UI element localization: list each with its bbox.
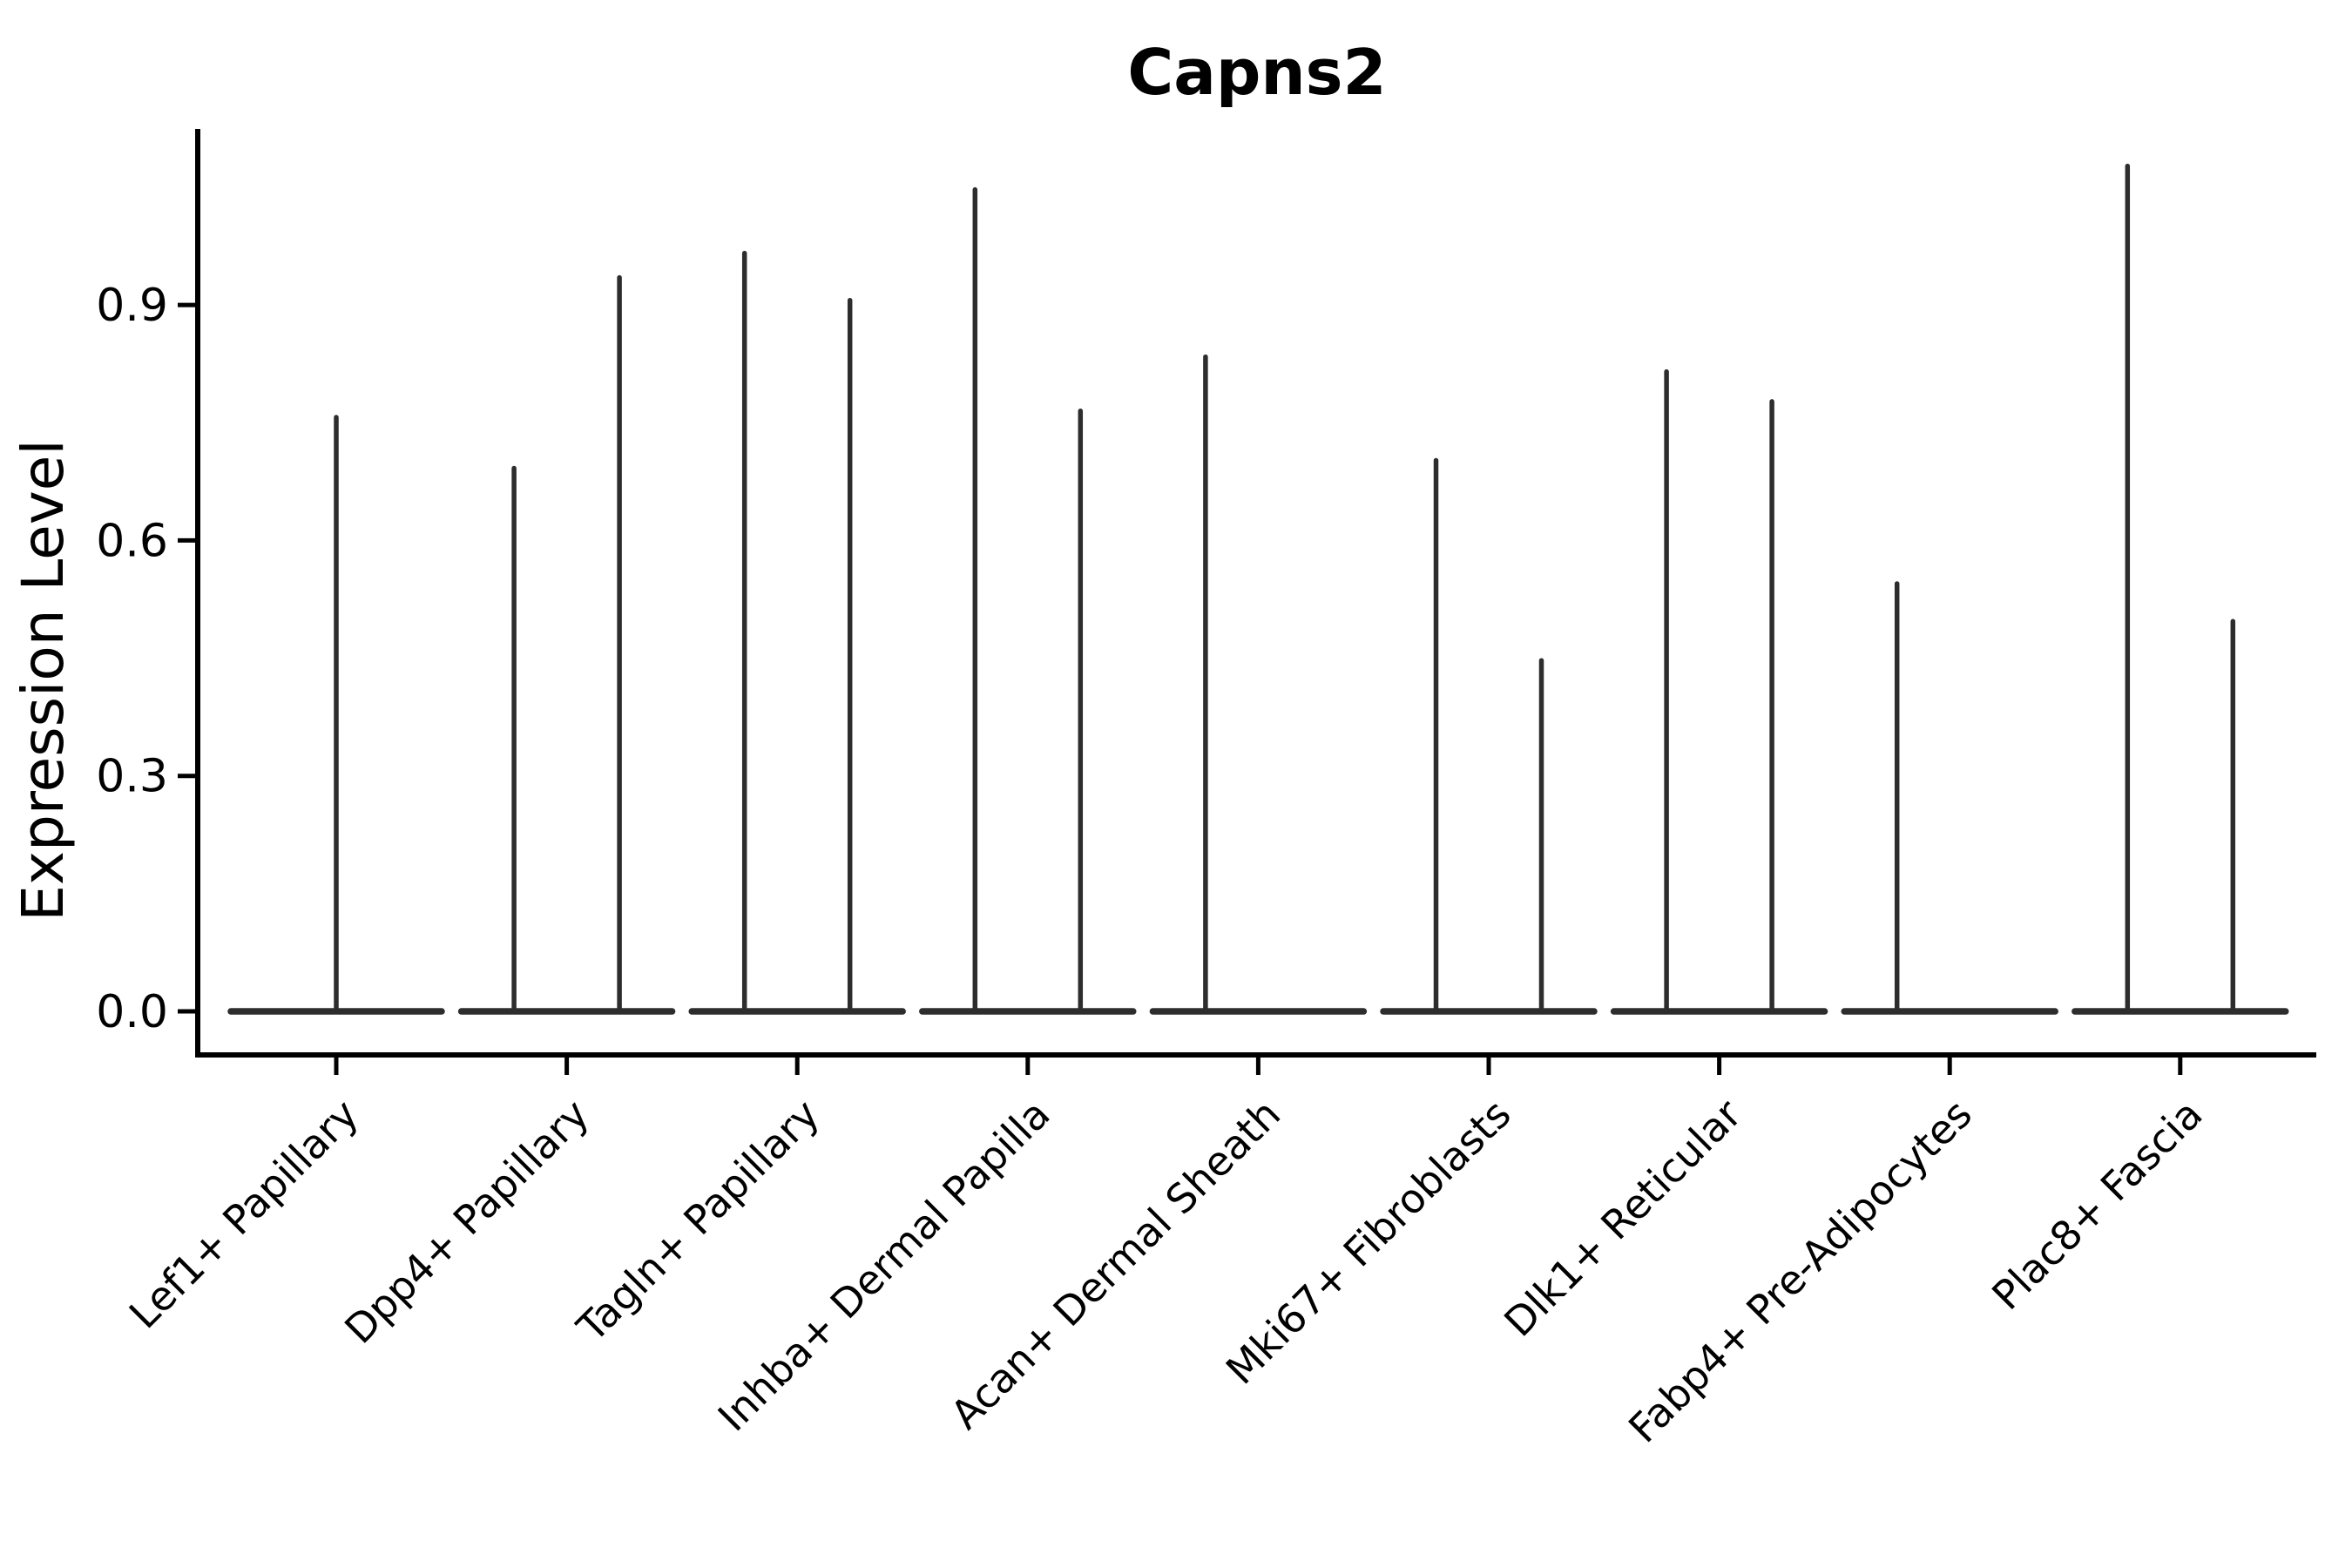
chart-title: Capns2 (1127, 36, 1386, 109)
y-tick-label: 0.0 (96, 986, 168, 1038)
x-tick-label: Plac8+ Fascia (1983, 1091, 2211, 1319)
y-tick-label: 0.9 (96, 280, 168, 332)
x-tick-label: Tagln+ Papillary (567, 1091, 828, 1352)
x-tick-label: Dlk1+ Reticular (1495, 1091, 1750, 1346)
violins (227, 163, 2289, 1015)
y-axis-ticks: 0.0 0.3 0.6 0.9 (96, 280, 198, 1038)
y-tick-label: 0.6 (96, 515, 168, 567)
y-axis-label: Expression Level (10, 439, 77, 921)
x-tick-label: Dpp4+ Papillary (335, 1091, 598, 1353)
axes (195, 129, 2316, 1058)
x-tick-label: Lef1+ Papillary (120, 1091, 368, 1338)
y-tick-label: 0.3 (96, 751, 168, 803)
